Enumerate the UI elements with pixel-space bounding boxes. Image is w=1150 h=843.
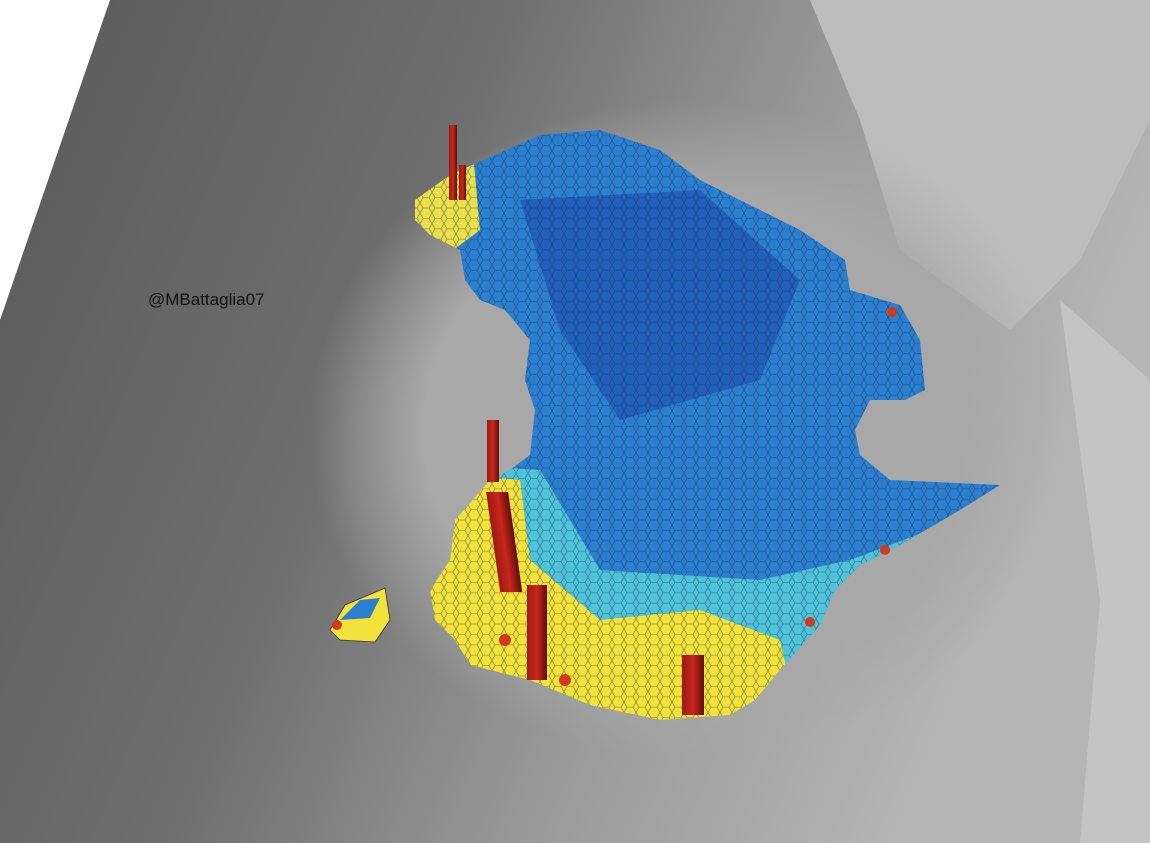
terrain xyxy=(1060,300,1150,843)
bar xyxy=(449,125,457,200)
bar xyxy=(559,674,571,686)
bar xyxy=(805,617,815,627)
bar xyxy=(887,307,897,317)
bar xyxy=(332,620,342,630)
map-edge xyxy=(0,0,110,320)
credit: @MBattaglia07 xyxy=(148,290,265,309)
bar xyxy=(499,634,511,646)
bar xyxy=(486,492,523,592)
terrain xyxy=(810,0,1150,330)
bar xyxy=(682,655,704,715)
bar xyxy=(487,420,499,482)
bar xyxy=(880,545,890,555)
bar xyxy=(527,585,547,680)
bars xyxy=(332,125,897,715)
island xyxy=(340,598,380,620)
bar xyxy=(459,165,466,200)
